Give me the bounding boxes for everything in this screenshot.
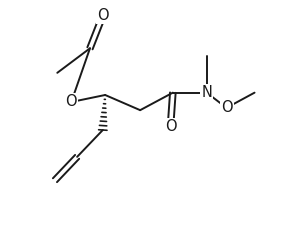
Text: O: O	[221, 100, 232, 115]
Text: O: O	[165, 119, 176, 134]
Text: O: O	[97, 8, 109, 23]
Text: O: O	[65, 94, 77, 109]
Text: N: N	[201, 85, 212, 100]
